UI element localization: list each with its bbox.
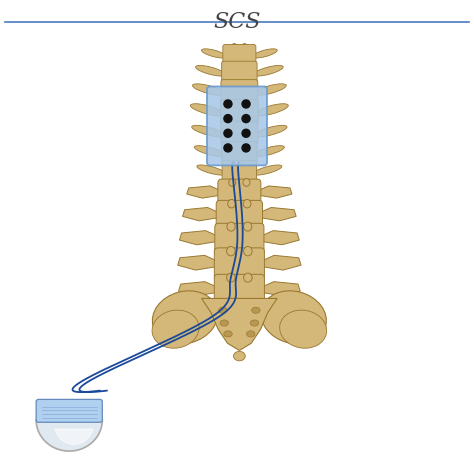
- Ellipse shape: [244, 273, 252, 282]
- Ellipse shape: [242, 78, 248, 86]
- FancyBboxPatch shape: [215, 223, 264, 255]
- Ellipse shape: [232, 44, 237, 50]
- Polygon shape: [259, 208, 296, 221]
- Ellipse shape: [242, 44, 247, 50]
- FancyBboxPatch shape: [216, 201, 263, 230]
- Polygon shape: [180, 231, 219, 245]
- Ellipse shape: [228, 200, 236, 208]
- Ellipse shape: [192, 84, 225, 95]
- Polygon shape: [187, 186, 222, 198]
- Ellipse shape: [234, 351, 245, 361]
- FancyBboxPatch shape: [223, 45, 256, 66]
- FancyBboxPatch shape: [222, 142, 257, 164]
- Text: SCS: SCS: [213, 11, 261, 33]
- Polygon shape: [55, 429, 93, 444]
- Ellipse shape: [261, 291, 327, 344]
- Polygon shape: [257, 186, 292, 198]
- Ellipse shape: [152, 310, 199, 348]
- Ellipse shape: [224, 331, 232, 337]
- Ellipse shape: [253, 49, 277, 58]
- Ellipse shape: [191, 125, 225, 137]
- FancyBboxPatch shape: [220, 100, 258, 124]
- Ellipse shape: [227, 273, 235, 282]
- FancyBboxPatch shape: [214, 274, 264, 306]
- Ellipse shape: [243, 179, 250, 186]
- Ellipse shape: [242, 98, 248, 106]
- Ellipse shape: [242, 120, 248, 128]
- Ellipse shape: [231, 140, 237, 147]
- Polygon shape: [179, 282, 218, 296]
- Ellipse shape: [194, 146, 225, 156]
- Ellipse shape: [244, 246, 252, 256]
- Polygon shape: [260, 231, 299, 245]
- Ellipse shape: [254, 125, 287, 137]
- Circle shape: [242, 115, 250, 123]
- Circle shape: [224, 115, 232, 123]
- Ellipse shape: [243, 200, 251, 208]
- Ellipse shape: [152, 291, 218, 344]
- Ellipse shape: [231, 78, 237, 86]
- Ellipse shape: [254, 65, 283, 76]
- Polygon shape: [261, 255, 301, 270]
- Ellipse shape: [197, 165, 226, 175]
- Polygon shape: [178, 255, 218, 270]
- Circle shape: [224, 129, 232, 137]
- Ellipse shape: [255, 104, 288, 116]
- Ellipse shape: [242, 140, 247, 147]
- Ellipse shape: [252, 307, 260, 313]
- FancyBboxPatch shape: [222, 61, 257, 84]
- Ellipse shape: [230, 98, 237, 106]
- Ellipse shape: [219, 307, 227, 313]
- FancyBboxPatch shape: [222, 161, 256, 183]
- Ellipse shape: [280, 310, 327, 348]
- Ellipse shape: [242, 160, 247, 166]
- Ellipse shape: [231, 160, 237, 166]
- Polygon shape: [182, 208, 220, 221]
- Ellipse shape: [231, 120, 237, 128]
- Ellipse shape: [254, 146, 284, 156]
- FancyBboxPatch shape: [207, 86, 267, 165]
- Polygon shape: [36, 420, 102, 451]
- Ellipse shape: [227, 246, 235, 256]
- Ellipse shape: [242, 60, 247, 67]
- FancyBboxPatch shape: [218, 179, 261, 207]
- Ellipse shape: [201, 49, 226, 58]
- Ellipse shape: [220, 320, 228, 326]
- Circle shape: [242, 129, 250, 137]
- FancyBboxPatch shape: [221, 121, 258, 145]
- Ellipse shape: [231, 60, 237, 67]
- Ellipse shape: [253, 165, 282, 175]
- Ellipse shape: [254, 84, 286, 95]
- Circle shape: [242, 100, 250, 108]
- FancyBboxPatch shape: [221, 80, 258, 103]
- Ellipse shape: [229, 179, 236, 186]
- FancyBboxPatch shape: [214, 248, 264, 280]
- FancyBboxPatch shape: [36, 400, 102, 422]
- Ellipse shape: [244, 222, 252, 231]
- Ellipse shape: [250, 320, 259, 326]
- Ellipse shape: [227, 222, 235, 231]
- Circle shape: [224, 144, 232, 152]
- Circle shape: [242, 144, 250, 152]
- Ellipse shape: [196, 65, 225, 76]
- Ellipse shape: [191, 104, 224, 116]
- Ellipse shape: [246, 331, 255, 337]
- Circle shape: [224, 100, 232, 108]
- Polygon shape: [201, 299, 277, 350]
- Polygon shape: [261, 282, 300, 296]
